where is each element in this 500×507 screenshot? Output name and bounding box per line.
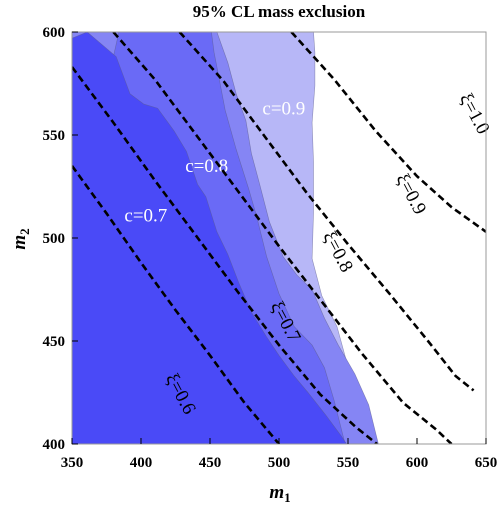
y-tick-label: 550	[43, 128, 66, 144]
x-axis-label-sub: 1	[284, 490, 291, 505]
region-label-c08: c=0.8	[185, 156, 228, 177]
region-c07	[72, 32, 347, 444]
x-axis-label: m1	[269, 482, 290, 505]
y-axis-ticks: 400 450 500 550 600	[43, 25, 78, 453]
y-axis-label-main: m	[9, 235, 30, 250]
xi-curves	[72, 32, 486, 444]
x-tick-label: 450	[199, 455, 222, 471]
x-tick-label: 550	[337, 455, 360, 471]
plot-area: c=0.7c=0.8c=0.9c=1.0 ξ=0.6ξ=0.7ξ=0.8ξ=0.…	[71, 31, 494, 445]
region-label-c09: c=0.9	[262, 98, 305, 119]
xi-curve-0	[72, 165, 280, 444]
x-axis-label-main: m	[269, 482, 284, 503]
xi-curve-4	[290, 32, 486, 233]
region-label-c07: c=0.7	[124, 206, 167, 227]
xi-curve-1	[72, 66, 378, 444]
region-label-c10: c=1.0	[347, 63, 390, 84]
xi-curve-3	[178, 32, 475, 392]
x-axis-ticks: 350 400 450 500 550 600 650	[61, 438, 498, 471]
x-tick-label: 500	[268, 455, 291, 471]
x-tick-label: 600	[406, 455, 429, 471]
y-axis-label: m2	[9, 228, 32, 249]
x-tick-label: 400	[130, 455, 153, 471]
y-tick-label: 500	[43, 231, 66, 247]
x-tick-label: 650	[475, 455, 498, 471]
y-axis-label-sub: 2	[17, 228, 32, 235]
y-tick-label: 600	[43, 25, 66, 41]
chart-title: 95% CL mass exclusion	[193, 2, 366, 21]
x-tick-label: 350	[61, 455, 84, 471]
y-tick-label: 450	[43, 334, 66, 350]
y-tick-label: 400	[43, 437, 66, 453]
contour-regions	[72, 32, 486, 444]
